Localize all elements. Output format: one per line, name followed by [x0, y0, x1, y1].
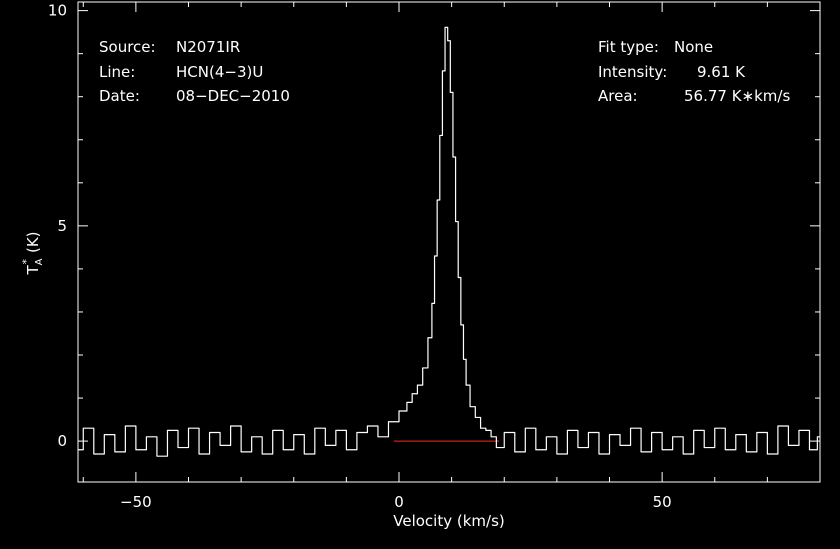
y-axis-label-unit: (K) — [24, 231, 42, 253]
y-axis-label-sup: * — [20, 259, 33, 265]
y-tick-label-0: 0 — [57, 432, 67, 450]
intensity-label: Intensity: — [598, 63, 667, 81]
svg-text:TA*(K): TA* (K) — [20, 231, 45, 275]
x-tick-label-0: −50 — [120, 493, 152, 511]
area-value: 56.77 K∗km/s — [684, 87, 790, 105]
x-axis-label: Velocity (km/s) — [393, 512, 504, 530]
date-label: Date: — [99, 87, 140, 105]
intensity-value: 9.61 K — [697, 63, 746, 81]
source-value: N2071IR — [176, 38, 240, 56]
y-axis-label-sub: A — [34, 258, 45, 265]
plot-frame — [77, 1, 821, 483]
fit-type-label: Fit type: — [598, 38, 659, 56]
x-tick-label-2: 50 — [653, 493, 672, 511]
y-axis-label: TA* (K) — [20, 231, 45, 275]
fit-type-value: None — [674, 38, 713, 56]
y-tick-label-1: 5 — [57, 217, 67, 235]
y-axis-label-main: T — [24, 265, 42, 276]
spectrum-series-line — [78, 26, 820, 457]
x-tick-label-1: 0 — [394, 493, 404, 511]
axis-ticks: −50 0 50 0 5 10 — [48, 2, 821, 511]
y-tick-label-2: 10 — [48, 2, 67, 20]
area-label: Area: — [598, 87, 638, 105]
line-label: Line: — [99, 63, 135, 81]
line-value: HCN(4−3)U — [176, 63, 263, 81]
source-label: Source: — [99, 38, 156, 56]
date-value: 08−DEC−2010 — [176, 87, 290, 105]
